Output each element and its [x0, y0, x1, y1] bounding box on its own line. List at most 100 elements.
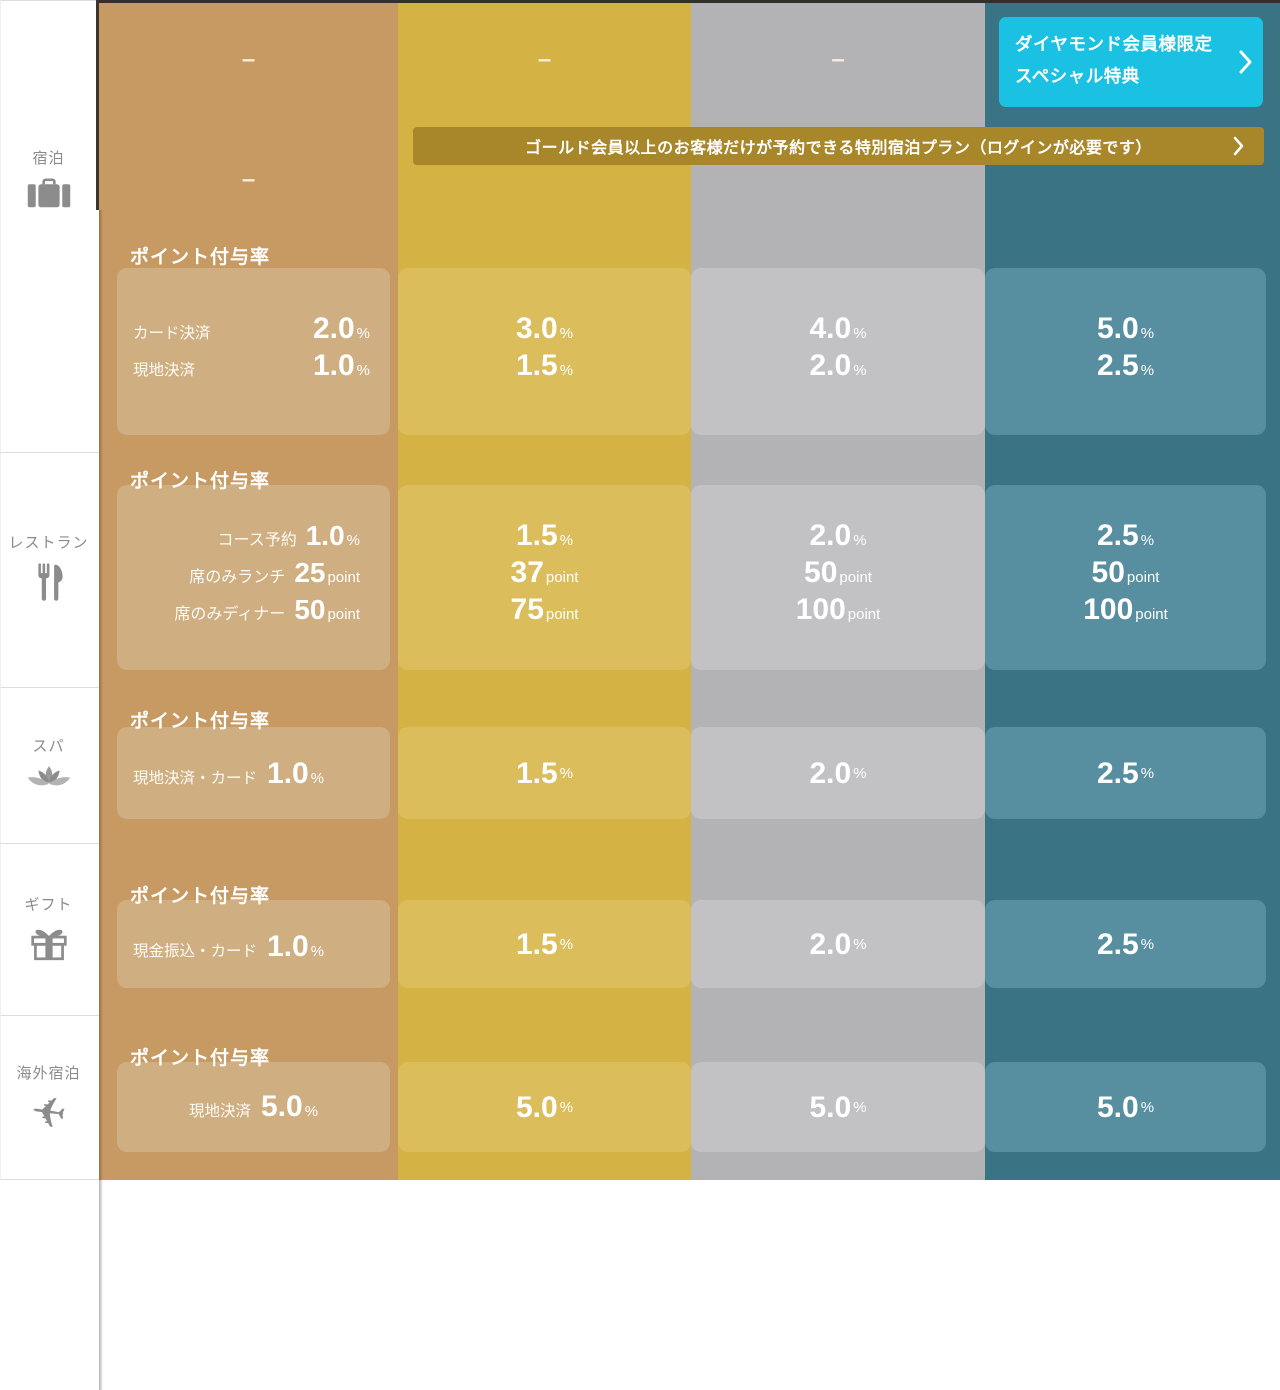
lodging-diamond-cell: ダイヤモンド会員様限定 スペシャル特典 5.0% 2.5% — [985, 0, 1280, 452]
rate-row: 現地決済 1.0% — [117, 347, 390, 384]
spa-regular-cell: ポイント付与率 現地決済・カード 1.0% — [99, 687, 398, 843]
restaurant-platinum-cell: 2.0% 50 point 100 point — [691, 452, 985, 687]
rate-value: 100 point — [795, 593, 881, 626]
section-gift: ギフト ポイント付与率 現金振込・カード 1.0% — [0, 843, 1280, 1015]
rate-value: 1.0% — [312, 349, 370, 382]
rate-label: 現地決済・カード — [133, 770, 258, 787]
airplane-icon: ✈ — [27, 1086, 70, 1138]
gift-platinum-cell: 2.0% — [691, 843, 985, 1015]
gold-plan-banner[interactable]: ゴールド会員以上のお客様だけが予約できる特別宿泊プラン（ログインが必要です） — [413, 127, 1264, 165]
rate-value: 2.0% — [809, 519, 867, 552]
empty-value-dash: – — [537, 46, 552, 73]
rate-value: 5.0% — [515, 1090, 574, 1124]
rate-value: 2.0% — [312, 312, 370, 345]
overseas-platinum-cell: 5.0% — [691, 1015, 985, 1180]
rate-value: 2.0% — [809, 927, 867, 961]
utensils-icon — [37, 563, 63, 601]
lodging-gold-cell: – 3.0% 1.5% — [398, 0, 691, 452]
overseas-regular-panel: 現地決済 5.0% — [117, 1062, 390, 1152]
rate-label: 席のみランチ — [189, 569, 286, 586]
rate-value: 1.0% — [267, 757, 325, 790]
overseas-regular-cell: ポイント付与率 現地決済 5.0% — [99, 1015, 398, 1180]
rate-value: 75 point — [510, 593, 579, 626]
lodging-platinum-panel: 4.0% 2.0% — [691, 268, 985, 435]
gift-gold-panel: 1.5% — [398, 900, 691, 988]
points-rate-heading: ポイント付与率 — [130, 886, 271, 907]
rate-value: 1.0% — [305, 520, 360, 551]
lotus-icon — [27, 765, 70, 785]
sidebar-label: スパ — [32, 737, 65, 755]
gift-diamond-cell: 2.5% — [985, 843, 1280, 1015]
rate-value: 3.0% — [515, 312, 574, 345]
restaurant-gold-panel: 1.5% 37 point 75 point — [398, 485, 691, 670]
spa-platinum-cell: 2.0% — [691, 687, 985, 843]
rate-value: 2.5% — [1096, 349, 1155, 382]
suitcase-icon — [27, 178, 70, 208]
table-left-border — [96, 0, 99, 210]
restaurant-gold-cell: 1.5% 37 point 75 point — [398, 452, 691, 687]
rate-value: 25 point — [294, 557, 360, 588]
rate-value: 1.5% — [515, 756, 574, 790]
gift-regular-panel: 現金振込・カード 1.0% — [117, 900, 390, 988]
points-rate-heading: ポイント付与率 — [130, 1048, 271, 1069]
rate-value: 1.5% — [515, 519, 574, 552]
chevron-right-icon — [1233, 136, 1244, 156]
rate-value: 50 point — [294, 594, 360, 625]
empty-value-dash: – — [831, 46, 845, 73]
lodging-platinum-cell: – 4.0% 2.0% — [691, 0, 985, 452]
rate-value: 100 point — [1083, 593, 1168, 626]
rate-row: コース予約 1.0% — [117, 517, 390, 554]
overseas-diamond-cell: 5.0% — [985, 1015, 1280, 1180]
rate-row: 現金振込・カード 1.0% — [117, 900, 390, 988]
gold-plan-banner-text: ゴールド会員以上のお客様だけが予約できる特別宿泊プラン（ログインが必要です） — [525, 140, 1152, 157]
overseas-diamond-panel: 5.0% — [985, 1062, 1266, 1152]
chevron-right-icon — [1239, 50, 1252, 74]
rate-row: 現地決済・カード 1.0% — [117, 727, 390, 819]
restaurant-diamond-panel: 2.5% 50 point 100 point — [985, 485, 1266, 670]
sidebar-item-overseas-lodging: 海外宿泊 ✈ — [0, 1015, 99, 1180]
diamond-special-text: ダイヤモンド会員様限定 スペシャル特典 — [1015, 34, 1213, 87]
rate-value: 2.5% — [1096, 927, 1155, 961]
diamond-special-button[interactable]: ダイヤモンド会員様限定 スペシャル特典 — [999, 17, 1263, 107]
rate-row: 席のみディナー 50 point — [117, 591, 390, 628]
rate-label: 現地決済 — [188, 1103, 251, 1120]
rate-value: 5.0% — [809, 1090, 867, 1124]
lodging-diamond-panel: 5.0% 2.5% — [985, 268, 1266, 435]
rate-label: 席のみディナー — [174, 606, 286, 623]
rate-value: 50 point — [804, 556, 872, 589]
rate-value: 2.0% — [809, 756, 867, 790]
sidebar-item-gift: ギフト — [0, 843, 99, 1015]
gift-icon — [30, 929, 67, 960]
overseas-gold-panel: 5.0% — [398, 1062, 691, 1152]
rate-value: 5.0% — [1096, 312, 1155, 345]
restaurant-diamond-cell: 2.5% 50 point 100 point — [985, 452, 1280, 687]
empty-value-dash: – — [241, 46, 256, 73]
spa-platinum-panel: 2.0% — [691, 727, 985, 819]
points-rate-heading: ポイント付与率 — [130, 711, 271, 732]
overseas-platinum-panel: 5.0% — [691, 1062, 985, 1152]
rate-label: コース予約 — [217, 532, 297, 549]
rate-value: 37 point — [510, 556, 579, 589]
points-rate-heading: ポイント付与率 — [130, 471, 271, 492]
restaurant-regular-cell: ポイント付与率 コース予約 1.0% 席のみランチ 25 point 席のみディナ… — [99, 452, 398, 687]
rate-value: 1.5% — [515, 927, 574, 961]
spa-gold-panel: 1.5% — [398, 727, 691, 819]
spa-diamond-cell: 2.5% — [985, 687, 1280, 843]
rate-row: カード決済 2.0% — [117, 310, 390, 347]
lodging-regular-cell: – – ポイント付与率 カード決済 2.0% 現地決済 1.0% — [99, 0, 398, 452]
rate-value: 1.0% — [267, 930, 325, 963]
sidebar-label: ギフト — [24, 896, 73, 913]
lodging-regular-panel: カード決済 2.0% 現地決済 1.0% — [117, 268, 390, 435]
section-spa: スパ ポイント付与率 現地決済・カード 1.0% — [0, 687, 1280, 843]
rate-label: 現金振込・カード — [133, 943, 258, 960]
gift-platinum-panel: 2.0% — [691, 900, 985, 988]
section-overseas-lodging: 海外宿泊 ✈ ポイント付与率 現地決済 5.0% 5.0% 5.0% — [0, 1015, 1280, 1180]
spa-regular-panel: 現地決済・カード 1.0% — [117, 727, 390, 819]
gift-gold-cell: 1.5% — [398, 843, 691, 1015]
section-restaurant: レストラン ポイント付与率 コース予約 1.0% 席のみランチ — [0, 452, 1280, 687]
rate-value: 2.0% — [809, 349, 867, 382]
spa-diamond-panel: 2.5% — [985, 727, 1266, 819]
lodging-gold-panel: 3.0% 1.5% — [398, 268, 691, 435]
restaurant-platinum-panel: 2.0% 50 point 100 point — [691, 485, 985, 670]
